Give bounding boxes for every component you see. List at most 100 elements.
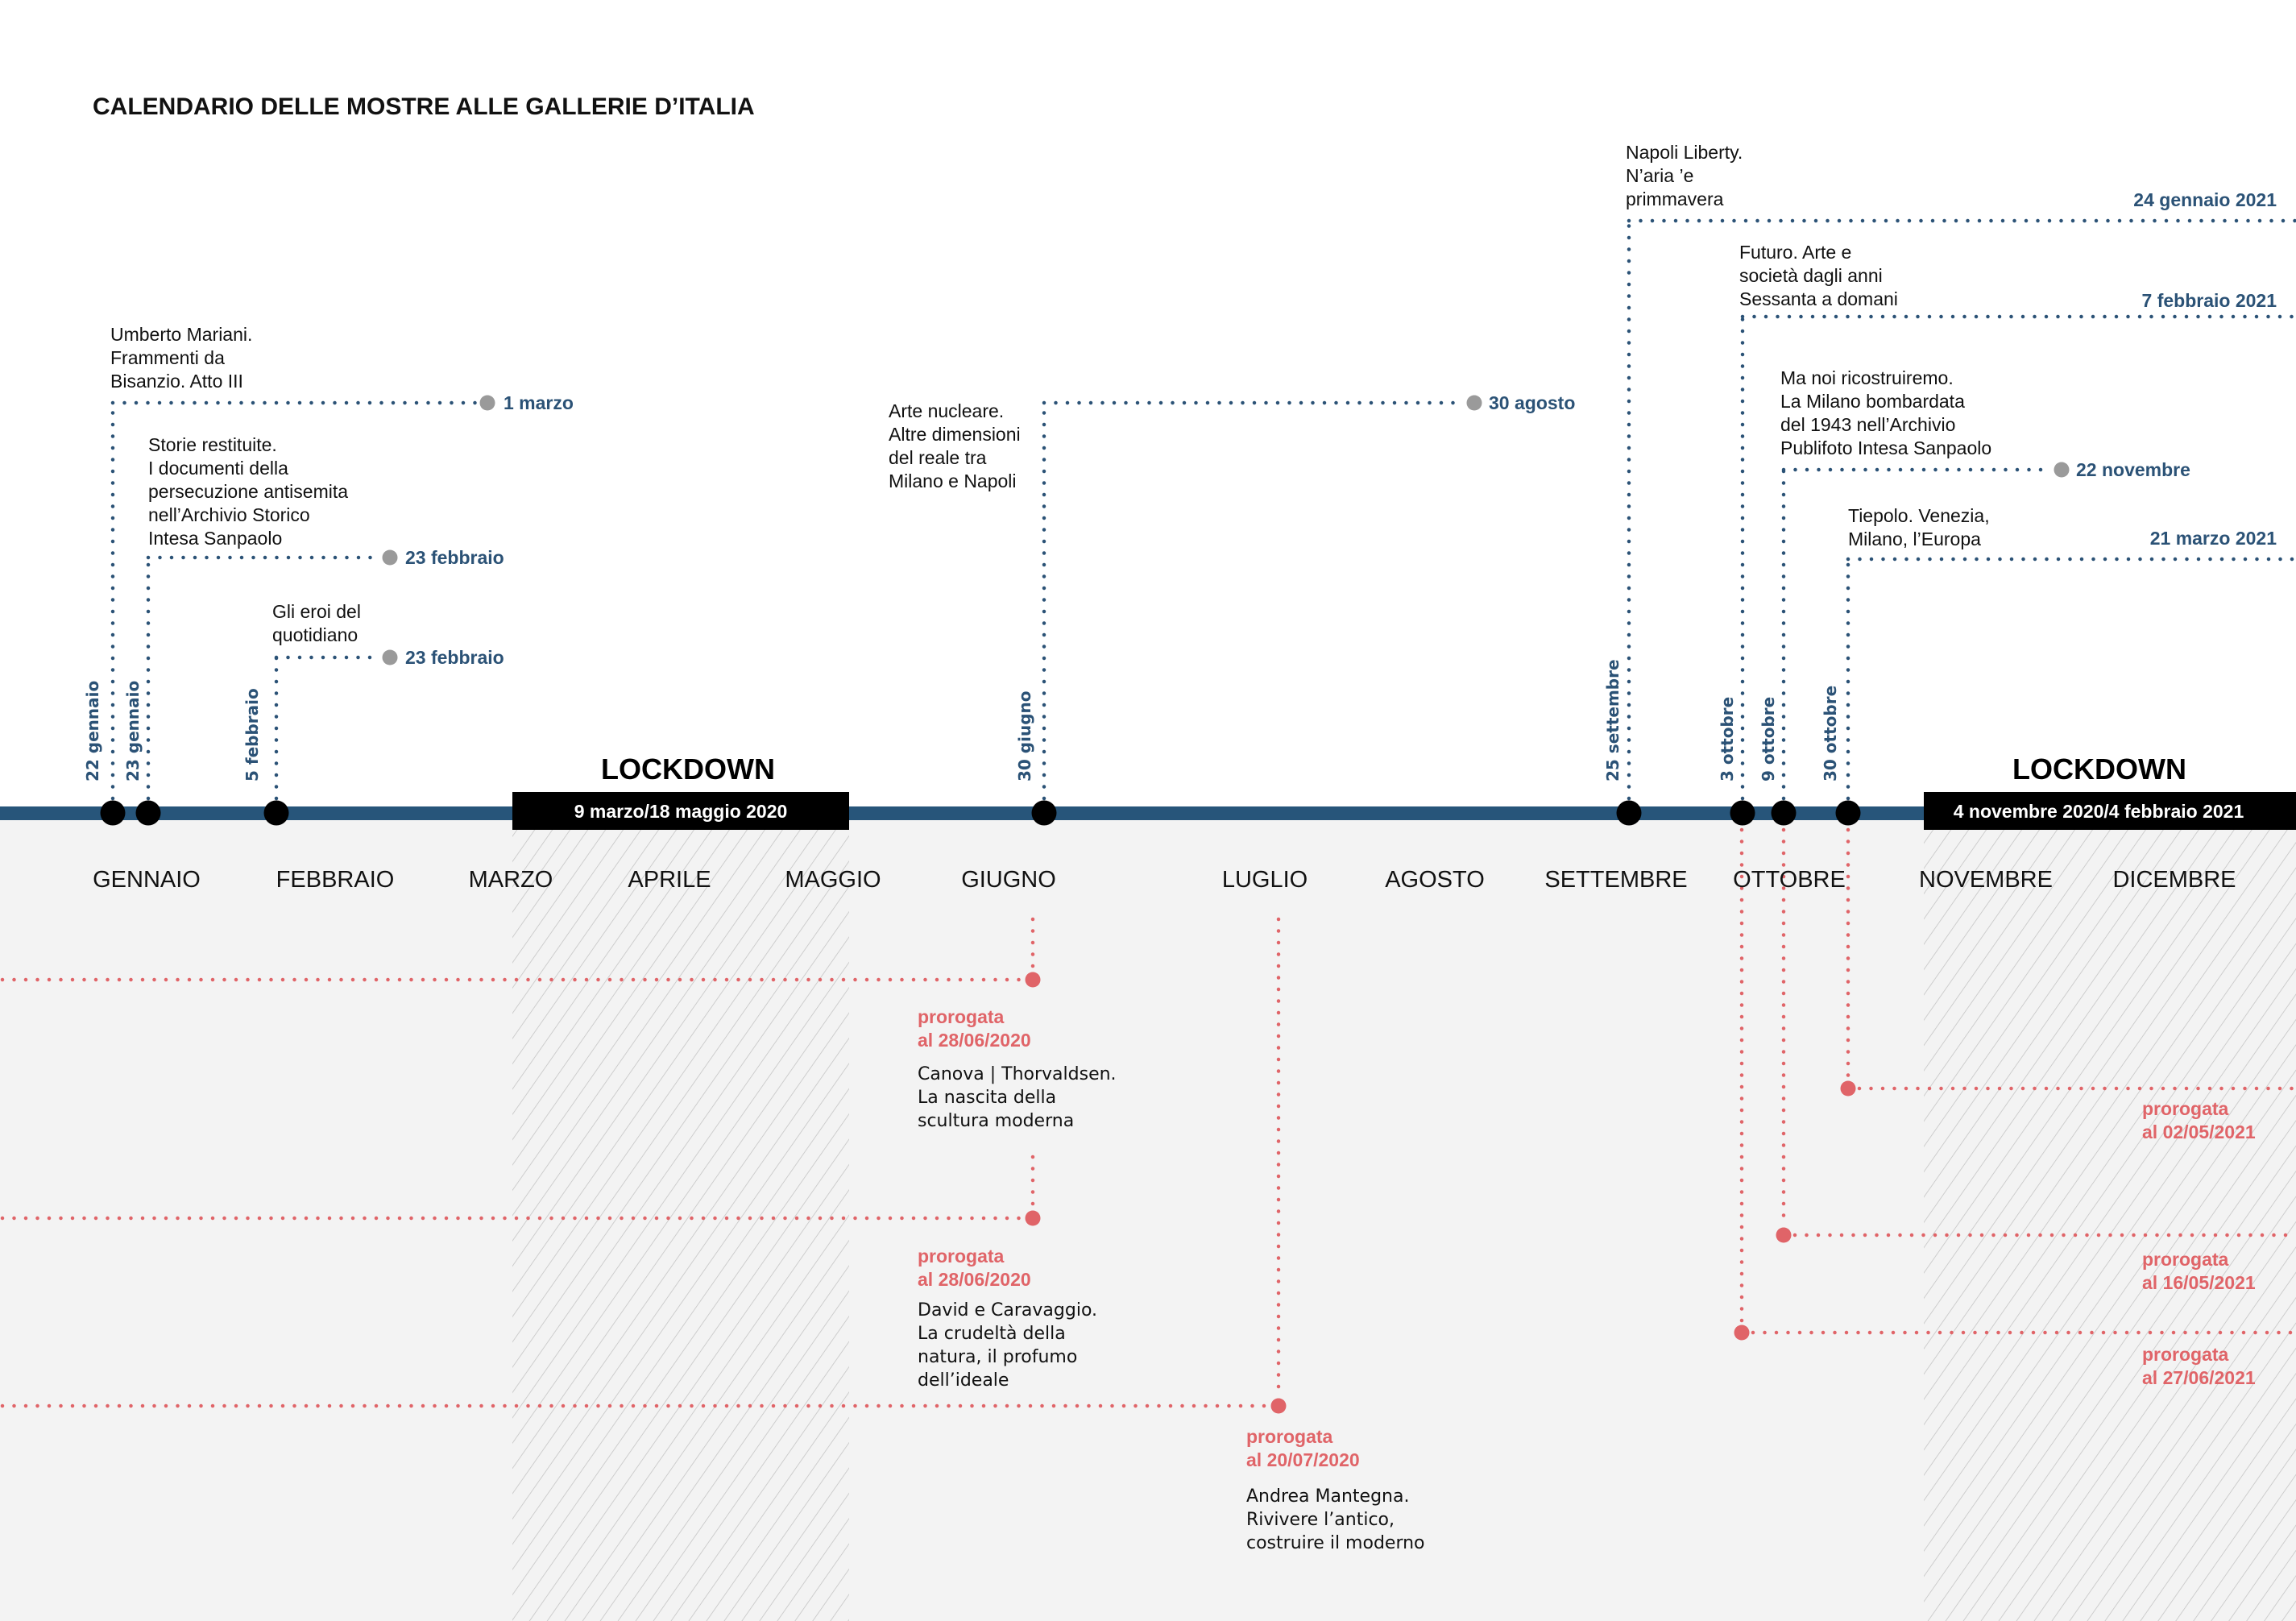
month-label-aprile: APRILE bbox=[628, 867, 711, 893]
extension-date-canova: prorogata al 28/06/2020 bbox=[918, 1006, 1031, 1051]
exhibition-title-storie-line: Storie restituite. bbox=[148, 434, 277, 455]
exhibition-title-mariani-line: Bisanzio. Atto III bbox=[110, 371, 243, 392]
exhibition-title-ricostruiremo-line: Ma noi ricostruiremo. bbox=[1780, 367, 1954, 388]
month-label-luglio: LUGLIO bbox=[1222, 867, 1308, 893]
extension-date-ricostruiremo-line: prorogata bbox=[2142, 1249, 2229, 1270]
extension-date-mantegna: prorogata al 20/07/2020 bbox=[1246, 1426, 1360, 1470]
start-dot-napoli bbox=[1616, 800, 1642, 826]
end-date-napoli: 24 gennaio 2021 bbox=[2133, 189, 2277, 210]
exhibition-title-storie-line: Intesa Sanpaolo bbox=[148, 528, 282, 549]
end-dot-eroi bbox=[382, 649, 398, 665]
end-date-tiepolo: 21 marzo 2021 bbox=[2150, 528, 2277, 549]
start-date-tiepolo: 30 ottobre bbox=[1821, 686, 1840, 781]
extension-date-david-line: al 28/06/2020 bbox=[918, 1269, 1031, 1290]
exhibition-title-ricostruiremo-line: La Milano bombardata bbox=[1780, 391, 1965, 412]
extension-dot-ricostruiremo bbox=[1776, 1227, 1792, 1243]
extension-dot-tiepolo bbox=[1840, 1080, 1856, 1097]
lockdown-box-2 bbox=[1924, 792, 2296, 830]
start-date-storie: 23 gennaio bbox=[123, 681, 143, 781]
extension-title-david: David e Caravaggio. La crudeltà della natu… bbox=[918, 1300, 1097, 1391]
exhibition-title-napoli-line: primmavera bbox=[1626, 189, 1724, 209]
extension-title-david-line: natura, il profumo bbox=[918, 1347, 1077, 1367]
lockdown-box-1 bbox=[512, 792, 849, 830]
end-date-ricostruiremo: 22 novembre bbox=[2076, 459, 2190, 480]
extension-date-david-line: prorogata bbox=[918, 1246, 1005, 1267]
start-dot-futuro bbox=[1730, 800, 1755, 826]
month-label-settembre: SETTEMBRE bbox=[1544, 867, 1687, 893]
exhibition-title-eroi: Gli eroi del quotidiano bbox=[272, 601, 361, 645]
exhibition-title-mariani: Umberto Mariani. Frammenti da Bisanzio. At… bbox=[110, 324, 252, 392]
end-date-futuro: 7 febbraio 2021 bbox=[2142, 290, 2277, 311]
extension-date-futuro-line: al 27/06/2021 bbox=[2142, 1367, 2256, 1388]
exhibition-title-nucleare-line: del reale tra bbox=[889, 447, 987, 468]
exhibition-title-napoli-line: Napoli Liberty. bbox=[1626, 142, 1743, 163]
month-label-dicembre: DICEMBRE bbox=[2112, 867, 2236, 893]
start-date-futuro: 3 ottobre bbox=[1718, 697, 1737, 781]
extension-dot-canova bbox=[1025, 972, 1041, 988]
month-label-gennaio: GENNAIO bbox=[93, 867, 201, 893]
extension-date-futuro: prorogata al 27/06/2021 bbox=[2142, 1344, 2256, 1388]
end-dot-storie bbox=[382, 549, 398, 566]
start-date-nucleare: 30 giugno bbox=[1015, 691, 1034, 782]
month-label-febbraio: FEBBRAIO bbox=[276, 867, 395, 893]
exhibition-title-eroi-line: Gli eroi del bbox=[272, 601, 361, 622]
extension-date-tiepolo-line: prorogata bbox=[2142, 1098, 2229, 1119]
start-dot-eroi bbox=[263, 800, 289, 826]
start-dot-storie bbox=[135, 800, 161, 826]
extension-date-ricostruiremo-line: al 16/05/2021 bbox=[2142, 1272, 2256, 1293]
end-date-mariani: 1 marzo bbox=[504, 392, 574, 413]
end-date-eroi: 23 febbraio bbox=[405, 647, 504, 668]
start-dot-tiepolo bbox=[1835, 800, 1861, 826]
extension-title-mantegna-line: costruire il moderno bbox=[1246, 1533, 1425, 1553]
exhibition-title-nucleare-line: Altre dimensioni bbox=[889, 424, 1021, 445]
exhibition-title-ricostruiremo-line: del 1943 nell’Archivio bbox=[1780, 414, 1955, 435]
month-label-marzo: MARZO bbox=[469, 867, 553, 893]
extension-title-canova: Canova | Thorvaldsen. La nascita della scu… bbox=[918, 1064, 1117, 1131]
exhibition-title-futuro-line: Futuro. Arte e bbox=[1739, 242, 1851, 263]
upper-background bbox=[0, 0, 2296, 820]
extension-date-david: prorogata al 28/06/2020 bbox=[918, 1246, 1031, 1290]
end-dot-mariani bbox=[479, 395, 495, 411]
exhibition-title-tiepolo: Tiepolo. Venezia, Milano, l’Europa bbox=[1848, 505, 1990, 549]
extension-date-tiepolo: prorogata al 02/05/2021 bbox=[2142, 1098, 2256, 1142]
end-dot-nucleare bbox=[1466, 395, 1482, 411]
exhibition-title-futuro-line: Sessanta a domani bbox=[1739, 288, 1898, 309]
lockdown-title-1: LOCKDOWN bbox=[601, 752, 775, 786]
extension-title-canova-line: La nascita della bbox=[918, 1088, 1056, 1108]
extension-title-david-line: La crudeltà della bbox=[918, 1324, 1066, 1344]
month-label-ottobre: OTTOBRE bbox=[1733, 867, 1846, 893]
extension-date-tiepolo-line: al 02/05/2021 bbox=[2142, 1121, 2256, 1142]
extension-date-mantegna-line: prorogata bbox=[1246, 1426, 1333, 1447]
extension-date-ricostruiremo: prorogata al 16/05/2021 bbox=[2142, 1249, 2256, 1293]
extension-dot-futuro bbox=[1734, 1325, 1750, 1341]
start-dot-nucleare bbox=[1031, 800, 1057, 826]
exhibition-title-storie-line: I documenti della bbox=[148, 458, 288, 479]
extension-date-canova-line: al 28/06/2020 bbox=[918, 1030, 1031, 1051]
start-date-ricostruiremo: 9 ottobre bbox=[1759, 697, 1778, 781]
exhibition-title-storie: Storie restituite. I documenti della perse… bbox=[148, 434, 348, 549]
extension-title-mantegna: Andrea Mantegna. Rivivere l’antico, costru… bbox=[1246, 1486, 1425, 1553]
exhibition-title-napoli: Napoli Liberty. N’aria ’e primmavera bbox=[1626, 142, 1743, 209]
lockdown-range-1: 9 marzo/18 maggio 2020 bbox=[574, 801, 788, 822]
end-dot-ricostruiremo bbox=[2054, 462, 2070, 478]
lockdown-hatch-2 bbox=[1924, 830, 2296, 1621]
month-label-giugno: GIUGNO bbox=[961, 867, 1056, 893]
exhibition-title-mariani-line: Frammenti da bbox=[110, 347, 225, 368]
month-label-maggio: MAGGIO bbox=[785, 867, 881, 893]
exhibition-title-ricostruiremo: Ma noi ricostruiremo. La Milano bombardat… bbox=[1780, 367, 1991, 458]
exhibition-title-nucleare-line: Arte nucleare. bbox=[889, 400, 1004, 421]
extension-title-canova-line: scultura moderna bbox=[918, 1111, 1074, 1131]
extension-dot-mantegna bbox=[1270, 1398, 1287, 1414]
end-date-storie: 23 febbraio bbox=[405, 547, 504, 568]
exhibition-title-ricostruiremo-line: Publifoto Intesa Sanpaolo bbox=[1780, 437, 1991, 458]
start-dot-mariani bbox=[100, 800, 126, 826]
page-title: CALENDARIO DELLE MOSTRE ALLE GALLERIE D’… bbox=[93, 93, 755, 120]
exhibition-title-storie-line: nell’Archivio Storico bbox=[148, 504, 310, 525]
exhibition-title-nucleare-line: Milano e Napoli bbox=[889, 471, 1017, 491]
extension-title-canova-line: Canova | Thorvaldsen. bbox=[918, 1064, 1117, 1084]
month-label-agosto: AGOSTO bbox=[1385, 867, 1485, 893]
start-date-mariani: 22 gennaio bbox=[83, 681, 102, 781]
start-date-napoli: 25 settembre bbox=[1603, 659, 1623, 781]
start-dot-ricostruiremo bbox=[1771, 800, 1797, 826]
extension-title-david-line: David e Caravaggio. bbox=[918, 1300, 1097, 1320]
